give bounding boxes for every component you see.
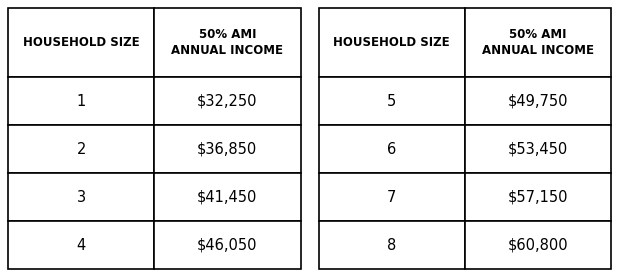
Bar bbox=[465, 173, 611, 221]
Bar bbox=[319, 77, 465, 125]
Text: 5: 5 bbox=[387, 94, 396, 109]
Bar bbox=[465, 125, 611, 173]
Text: 3: 3 bbox=[77, 189, 85, 204]
Text: $57,150: $57,150 bbox=[508, 189, 568, 204]
Text: HOUSEHOLD SIZE: HOUSEHOLD SIZE bbox=[333, 36, 450, 49]
Text: $53,450: $53,450 bbox=[508, 142, 568, 157]
Text: 2: 2 bbox=[76, 142, 86, 157]
Text: $36,850: $36,850 bbox=[197, 142, 258, 157]
Text: $60,800: $60,800 bbox=[508, 237, 568, 253]
Text: $41,450: $41,450 bbox=[197, 189, 258, 204]
Text: $32,250: $32,250 bbox=[197, 94, 258, 109]
Text: 4: 4 bbox=[77, 237, 86, 253]
Text: 1: 1 bbox=[77, 94, 86, 109]
Bar bbox=[154, 173, 300, 221]
Bar bbox=[154, 125, 300, 173]
Bar bbox=[465, 77, 611, 125]
Text: $49,750: $49,750 bbox=[508, 94, 568, 109]
Bar bbox=[8, 77, 154, 125]
Bar bbox=[465, 221, 611, 269]
Text: HOUSEHOLD SIZE: HOUSEHOLD SIZE bbox=[23, 36, 139, 49]
Bar bbox=[319, 8, 465, 77]
Text: 6: 6 bbox=[387, 142, 396, 157]
Bar bbox=[319, 221, 465, 269]
Bar bbox=[319, 173, 465, 221]
Text: 50% AMI
ANNUAL INCOME: 50% AMI ANNUAL INCOME bbox=[482, 28, 594, 57]
Bar bbox=[8, 8, 154, 77]
Text: 8: 8 bbox=[387, 237, 396, 253]
Text: 50% AMI
ANNUAL INCOME: 50% AMI ANNUAL INCOME bbox=[171, 28, 284, 57]
Bar bbox=[8, 173, 154, 221]
Bar bbox=[8, 125, 154, 173]
Bar bbox=[154, 8, 300, 77]
Bar bbox=[8, 221, 154, 269]
Bar bbox=[465, 8, 611, 77]
Bar bbox=[154, 221, 300, 269]
Text: 7: 7 bbox=[387, 189, 396, 204]
Bar bbox=[319, 125, 465, 173]
Bar bbox=[154, 77, 300, 125]
Text: $46,050: $46,050 bbox=[197, 237, 258, 253]
